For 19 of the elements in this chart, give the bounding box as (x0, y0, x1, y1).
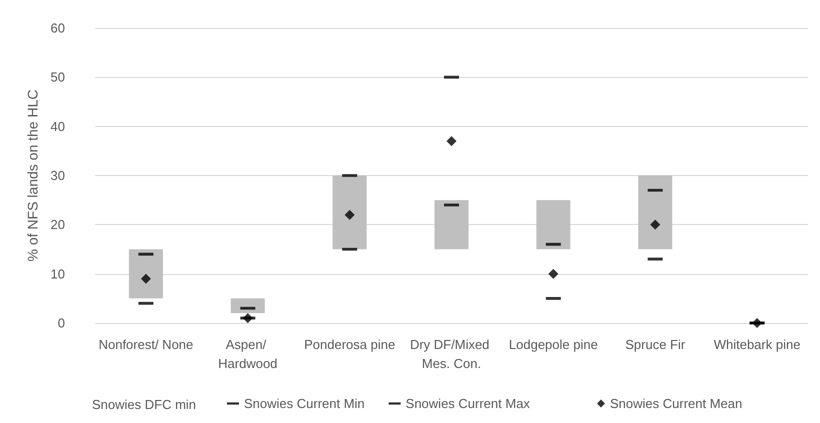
x-tick-label: Whitebark pine (714, 337, 800, 352)
y-tick-label: 40 (50, 118, 65, 134)
legend-label: Snowies Current Max (406, 396, 530, 411)
legend-label: Snowies Current Min (244, 396, 365, 411)
x-tick-label: Lodgepole pine (508, 337, 598, 352)
y-tick-label: 0 (58, 316, 65, 330)
text: Snowies DFC min (92, 397, 196, 412)
y-tick-label: 30 (50, 168, 65, 183)
x-tick-label: Ponderosa pine (304, 337, 396, 352)
y-tick-label: 60 (50, 20, 65, 36)
x-tick-label: Aspen/ Hardwood (218, 337, 278, 371)
legend-label: Snowies Current Mean (610, 396, 742, 411)
y-tick-label: 50 (50, 70, 65, 85)
y-tick-label: 20 (50, 217, 65, 232)
x-tick-label: Nonforest/ None (98, 337, 194, 352)
y-axis-title: % of NFS lands on the HLC (24, 90, 41, 262)
x-tick-label: Spruce Fir (625, 337, 686, 352)
y-tick-label: 10 (50, 266, 65, 282)
x-tick-label: Dry DF/Mixed Mes. Con. (410, 337, 494, 371)
